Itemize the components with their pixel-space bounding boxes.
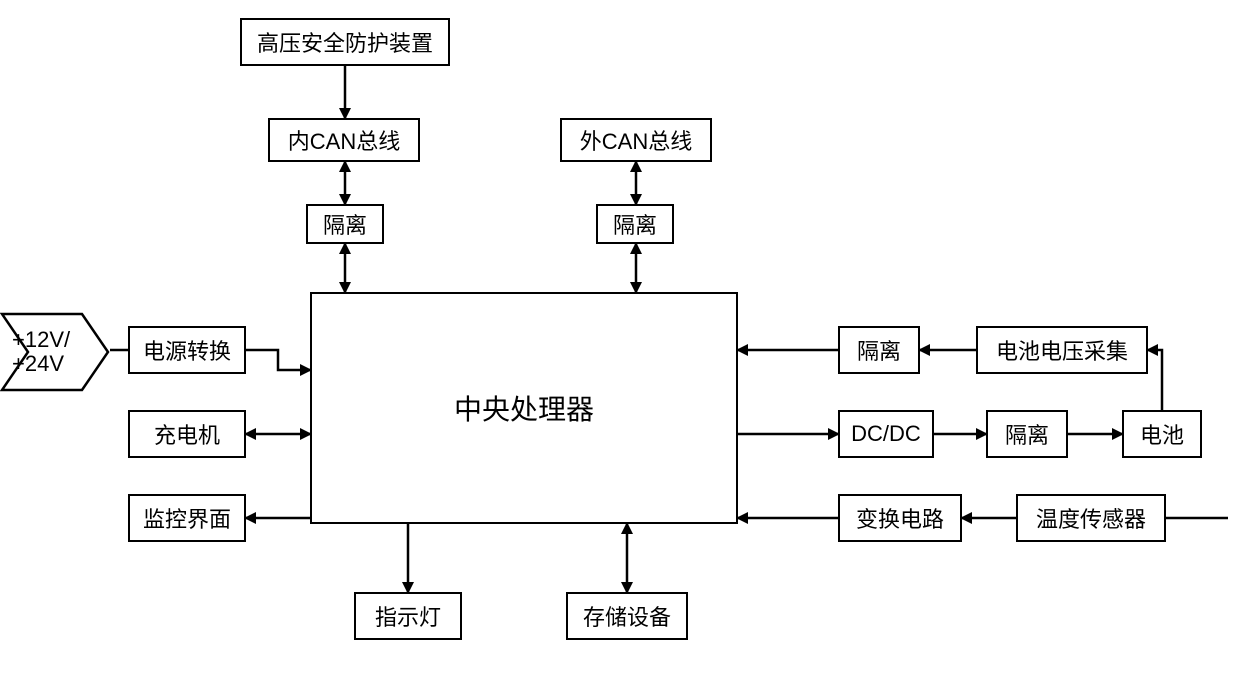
label-iso-r1: 隔离 <box>857 334 901 366</box>
node-iso-r1: 隔离 <box>838 326 920 374</box>
node-power-conv: 电源转换 <box>128 326 246 374</box>
label-inner-can: 内CAN总线 <box>288 124 400 156</box>
label-convert: 变换电路 <box>856 502 944 534</box>
power-line1: +12V/ <box>12 327 70 352</box>
node-storage: 存储设备 <box>566 592 688 640</box>
node-inner-can: 内CAN总线 <box>268 118 420 162</box>
node-iso-r2: 隔离 <box>986 410 1068 458</box>
node-iso-top-left: 隔离 <box>306 204 384 244</box>
power-line2: +24V <box>12 351 64 376</box>
label-iso-r2: 隔离 <box>1005 418 1049 450</box>
node-charger: 充电机 <box>128 410 246 458</box>
power-input-label: +12V/ +24V <box>12 328 92 376</box>
node-hv-protect: 高压安全防护装置 <box>240 18 450 66</box>
label-iso-top-right: 隔离 <box>613 208 657 240</box>
label-iso-top-left: 隔离 <box>323 208 367 240</box>
label-led: 指示灯 <box>375 600 441 632</box>
label-volt-collect: 电池电压采集 <box>996 334 1128 366</box>
label-outer-can: 外CAN总线 <box>580 124 692 156</box>
node-led: 指示灯 <box>354 592 462 640</box>
node-cpu: 中央处理器 <box>310 292 738 524</box>
node-monitor: 监控界面 <box>128 494 246 542</box>
node-battery: 电池 <box>1122 410 1202 458</box>
label-hv-protect: 高压安全防护装置 <box>257 26 433 58</box>
label-power-conv: 电源转换 <box>143 334 231 366</box>
node-outer-can: 外CAN总线 <box>560 118 712 162</box>
label-cpu: 中央处理器 <box>454 388 594 428</box>
node-dcdc: DC/DC <box>838 410 934 458</box>
label-dcdc: DC/DC <box>851 421 921 447</box>
node-convert: 变换电路 <box>838 494 962 542</box>
label-monitor: 监控界面 <box>143 502 231 534</box>
node-iso-top-right: 隔离 <box>596 204 674 244</box>
label-charger: 充电机 <box>154 418 220 450</box>
label-battery: 电池 <box>1140 418 1184 450</box>
node-temp-sensor: 温度传感器 <box>1016 494 1166 542</box>
label-storage: 存储设备 <box>583 600 671 632</box>
label-temp-sensor: 温度传感器 <box>1036 502 1146 534</box>
node-volt-collect: 电池电压采集 <box>976 326 1148 374</box>
